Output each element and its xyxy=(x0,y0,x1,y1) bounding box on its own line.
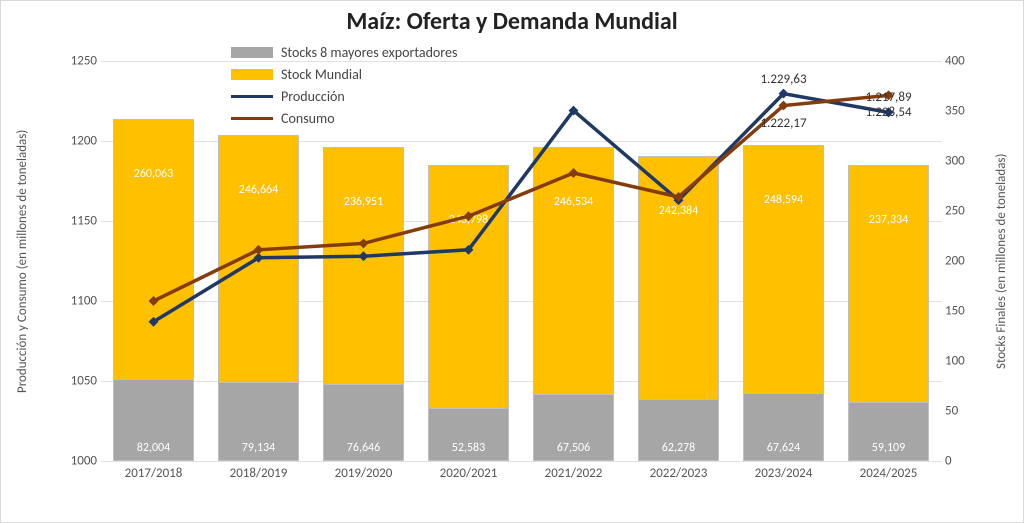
y-right-tick: 100 xyxy=(945,354,979,369)
data-label-consumo: 1.228,54 xyxy=(865,105,911,120)
x-tick: 2019/2020 xyxy=(335,466,393,481)
data-label-produccion: 1.229,63 xyxy=(760,72,806,87)
chart-title: Maíz: Oferta y Demanda Mundial xyxy=(1,7,1023,36)
x-tick: 2022/2023 xyxy=(650,466,708,481)
y-right-tick: 150 xyxy=(945,304,979,319)
marker-consumo xyxy=(569,168,579,178)
y-left-tick: 1100 xyxy=(59,294,97,309)
y-right-tick: 200 xyxy=(945,254,979,269)
legend-label-stocks8: Stocks 8 mayores exportadores xyxy=(281,44,457,61)
x-tick: 2021/2022 xyxy=(545,466,603,481)
legend-item-stocks8: Stocks 8 mayores exportadores xyxy=(231,41,457,63)
y-right-tick: 0 xyxy=(945,454,979,469)
data-label-produccion: 1.217,89 xyxy=(865,90,911,105)
plot-area: 1000105011001150120012500501001502002503… xyxy=(101,61,941,461)
axis-left-title: Producción y Consumo (en millones de ton… xyxy=(15,81,30,441)
y-left-tick: 1150 xyxy=(59,214,97,229)
y-right-tick: 400 xyxy=(945,54,979,69)
x-tick: 2017/2018 xyxy=(125,466,183,481)
x-tick: 2024/2025 xyxy=(860,466,918,481)
legend-swatch-stocks8 xyxy=(231,47,273,58)
y-left-tick: 1200 xyxy=(59,134,97,149)
y-left-tick: 1000 xyxy=(59,454,97,469)
marker-produccion xyxy=(359,251,369,261)
x-tick: 2020/2021 xyxy=(440,466,498,481)
x-tick: 2023/2024 xyxy=(755,466,813,481)
marker-consumo xyxy=(359,238,369,248)
marker-consumo xyxy=(464,211,474,221)
line-layer xyxy=(101,61,941,461)
data-label-consumo: 1.222,17 xyxy=(760,116,806,131)
y-right-tick: 250 xyxy=(945,204,979,219)
chart-container: Maíz: Oferta y Demanda Mundial Stocks 8 … xyxy=(0,0,1024,523)
axis-right-title: Stocks Finales (en millones de toneladas… xyxy=(994,81,1009,441)
y-right-tick: 50 xyxy=(945,404,979,419)
y-left-tick: 1250 xyxy=(59,54,97,69)
y-left-tick: 1050 xyxy=(59,374,97,389)
y-right-tick: 350 xyxy=(945,104,979,119)
y-right-tick: 300 xyxy=(945,154,979,169)
grid-line xyxy=(101,461,941,462)
x-tick: 2018/2019 xyxy=(230,466,288,481)
